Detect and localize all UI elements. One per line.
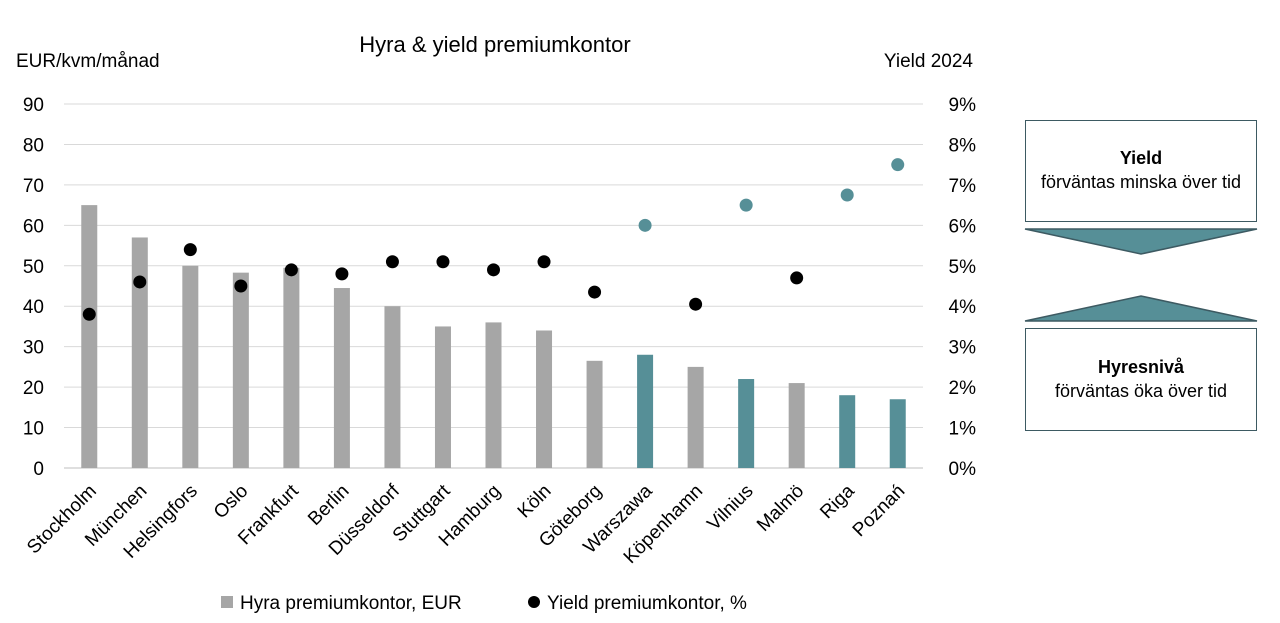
bar — [81, 205, 98, 468]
right-tick-label: 6% — [949, 216, 977, 237]
chart-title: Hyra & yield premiumkontor — [359, 32, 630, 57]
right-axis-label: Yield 2024 — [884, 51, 974, 72]
legend-bar-label: Hyra premiumkontor, EUR — [240, 593, 462, 614]
dot — [739, 198, 753, 212]
x-tick-label: Oslo — [210, 481, 252, 523]
left-axis-label: EUR/kvm/månad — [16, 51, 160, 72]
right-tick-label: 4% — [949, 297, 977, 318]
right-tick-label: 5% — [949, 257, 977, 278]
yield-note-text: förväntas minska över tid — [1040, 172, 1242, 192]
right-tick-label: 7% — [949, 176, 977, 197]
x-tick-label: Riga — [816, 480, 859, 523]
dot — [436, 255, 450, 269]
left-tick-label: 20 — [23, 378, 44, 399]
bar — [182, 265, 199, 468]
bar — [384, 306, 401, 468]
bar — [536, 330, 553, 468]
down-arrow — [1024, 228, 1258, 255]
bar — [738, 379, 755, 468]
x-tick-label: Stockholm — [23, 481, 101, 559]
dot — [840, 188, 854, 202]
bar — [434, 326, 451, 468]
up-arrow — [1024, 295, 1258, 322]
chart-svg: Hyra & yield premiumkontor EUR/kvm/månad… — [16, 32, 977, 614]
rent-note-text: förväntas öka över tid — [1054, 380, 1228, 401]
dot — [638, 218, 652, 232]
right-axis-ticks: 0% 1% 2% 3% 4% 5% 6% 7% 8% 9% — [949, 95, 977, 480]
dot — [284, 263, 298, 277]
bar — [131, 237, 148, 468]
rent-note-box: Hyresnivå förväntas öka över tid — [1025, 328, 1257, 431]
left-tick-label: 0 — [33, 459, 44, 480]
bar — [687, 366, 704, 468]
dot — [335, 267, 349, 281]
arrows — [1024, 228, 1258, 322]
dot — [689, 297, 703, 311]
bar — [637, 354, 654, 468]
left-tick-label: 80 — [23, 135, 44, 156]
dot — [891, 158, 905, 172]
bar — [485, 322, 502, 468]
left-axis-ticks: 0 10 20 30 40 50 60 70 80 90 — [23, 95, 44, 480]
legend-dot-label: Yield premiumkontor, % — [547, 593, 747, 614]
rent-note-heading: Hyresnivå — [1097, 356, 1185, 377]
left-tick-label: 40 — [23, 297, 44, 318]
bar-series — [81, 205, 906, 468]
left-tick-label: 50 — [23, 257, 44, 278]
left-tick-label: 90 — [23, 95, 44, 116]
right-tick-label: 0% — [949, 459, 977, 480]
legend-dot-swatch — [528, 596, 540, 608]
bar — [586, 360, 603, 468]
yield-note-heading: Yield — [1119, 148, 1163, 169]
yield-note-box: Yield förväntas minska över tid — [1025, 120, 1257, 222]
legend-bar-swatch — [221, 596, 233, 608]
left-tick-label: 10 — [23, 419, 44, 440]
dot-series — [82, 158, 905, 321]
right-tick-label: 1% — [949, 419, 977, 440]
dot — [133, 275, 147, 289]
right-tick-label: 3% — [949, 338, 977, 359]
bar — [333, 288, 350, 468]
dot — [183, 243, 197, 257]
legend: Hyra premiumkontor, EUR Yield premiumkon… — [221, 593, 747, 614]
left-tick-label: 70 — [23, 176, 44, 197]
x-tick-label: Poznań — [849, 481, 909, 541]
dot — [385, 255, 399, 269]
x-tick-label: Malmö — [753, 481, 808, 536]
dot — [588, 285, 602, 299]
dot — [537, 255, 551, 269]
dot — [234, 279, 248, 293]
x-tick-label: Köln — [514, 481, 556, 523]
left-tick-label: 30 — [23, 338, 44, 359]
right-tick-label: 8% — [949, 135, 977, 156]
bar — [889, 399, 906, 468]
dot — [487, 263, 500, 277]
bar — [283, 267, 300, 468]
bar — [788, 383, 805, 468]
x-tick-label: Vilnius — [703, 481, 757, 535]
dot — [82, 307, 96, 321]
right-tick-label: 2% — [949, 378, 977, 399]
bar — [839, 395, 856, 468]
right-tick-label: 9% — [949, 95, 977, 116]
left-tick-label: 60 — [23, 216, 44, 237]
bar — [232, 272, 249, 468]
dot — [790, 271, 804, 285]
